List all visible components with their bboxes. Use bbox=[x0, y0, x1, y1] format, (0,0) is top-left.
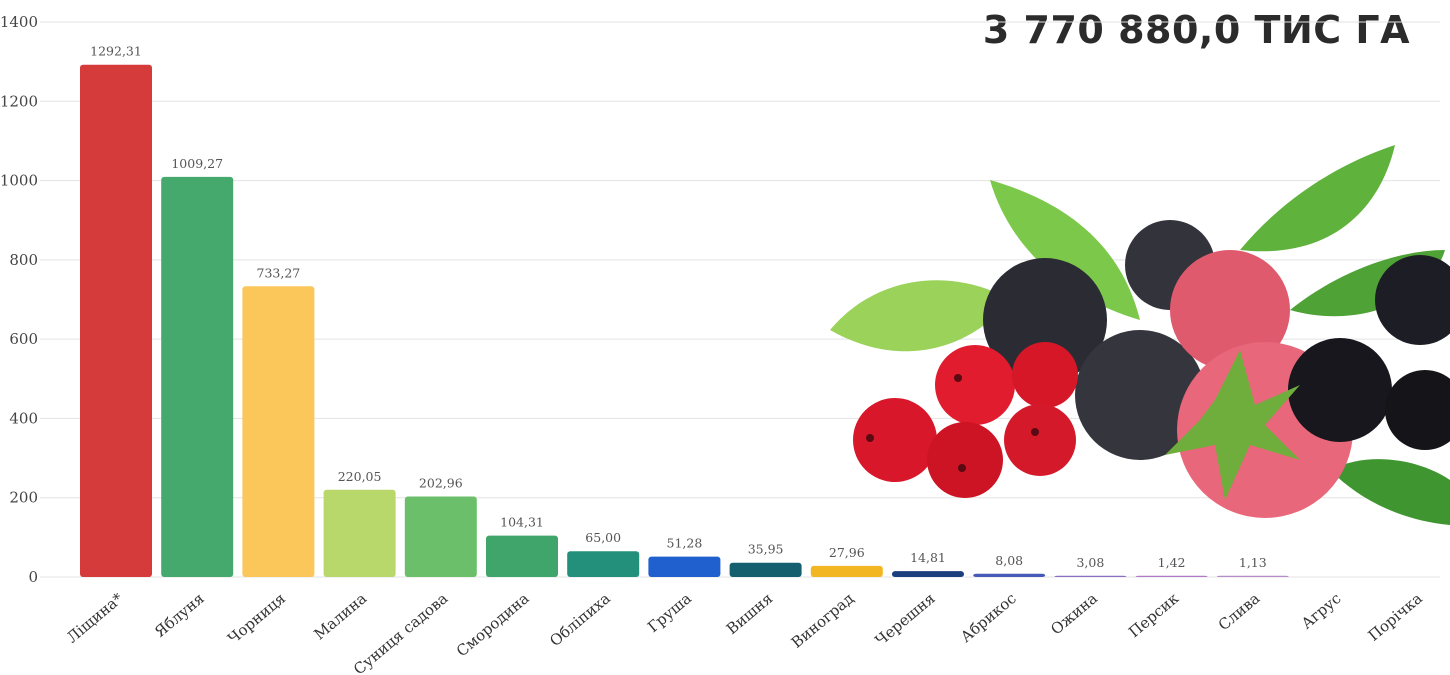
bar bbox=[404, 496, 477, 577]
bar bbox=[810, 565, 883, 577]
bar-value-label: 1,13 bbox=[1239, 555, 1267, 570]
x-tick-label: Порічка bbox=[1365, 589, 1426, 644]
x-tick-label: Виноград bbox=[788, 589, 858, 651]
y-tick-label: 1400 bbox=[0, 13, 38, 31]
bar bbox=[161, 176, 234, 577]
bar bbox=[1135, 575, 1208, 577]
x-tick-label: Малина bbox=[311, 589, 371, 643]
bar bbox=[567, 551, 640, 577]
bar-value-label: 51,28 bbox=[667, 536, 703, 551]
bar bbox=[323, 489, 396, 577]
bar bbox=[648, 556, 721, 577]
bars bbox=[80, 64, 1289, 577]
x-tick-label: Ожина bbox=[1047, 589, 1101, 638]
x-tick-label: Агрус bbox=[1298, 589, 1345, 632]
bar-value-label: 3,08 bbox=[1076, 555, 1104, 570]
y-tick-label: 1000 bbox=[0, 172, 38, 190]
bar-value-label: 733,27 bbox=[257, 265, 301, 280]
bar bbox=[1216, 575, 1289, 577]
x-tick-label: Абрикос bbox=[957, 589, 1020, 646]
bar-value-label: 1,42 bbox=[1158, 555, 1186, 570]
y-tick-label: 400 bbox=[9, 409, 38, 427]
x-tick-label: Яблуня bbox=[151, 589, 208, 641]
x-tick-label: Чорниця bbox=[224, 589, 289, 647]
x-tick-label: Ліщина* bbox=[63, 589, 127, 647]
berries-illustration bbox=[830, 145, 1450, 525]
x-tick-label: Обліпиха bbox=[546, 589, 614, 650]
bar bbox=[973, 573, 1046, 577]
y-tick-label: 600 bbox=[9, 330, 38, 348]
bar-value-label: 1292,31 bbox=[90, 44, 142, 59]
bar bbox=[80, 64, 152, 577]
bar-value-label: 35,95 bbox=[748, 542, 784, 557]
bar-value-label: 65,00 bbox=[585, 530, 621, 545]
y-tick-label: 200 bbox=[9, 489, 38, 507]
bar-value-label: 202,96 bbox=[419, 476, 463, 491]
y-tick-label: 800 bbox=[9, 251, 38, 269]
value-labels: 1292,31 1009,27 733,27 220,05 202,96 104,31 65… bbox=[90, 44, 1267, 570]
y-tick-label: 1200 bbox=[0, 92, 38, 110]
x-tick-label: Груша bbox=[644, 589, 695, 636]
x-tick-label: Смородина bbox=[453, 589, 533, 660]
bar-value-label: 14,81 bbox=[910, 550, 946, 565]
x-tick-label: Вишня bbox=[723, 589, 776, 638]
bar-value-label: 1009,27 bbox=[171, 156, 223, 171]
bar bbox=[892, 571, 964, 577]
x-tick-label: Персик bbox=[1125, 589, 1183, 641]
bar bbox=[242, 286, 315, 577]
y-axis: 0 200 400 600 800 1000 1200 1400 bbox=[0, 13, 38, 586]
bar-value-label: 220,05 bbox=[338, 469, 382, 484]
y-tick-label: 0 bbox=[28, 568, 38, 586]
bar bbox=[1054, 575, 1127, 577]
bar-value-label: 104,31 bbox=[500, 515, 544, 530]
bar-value-label: 27,96 bbox=[829, 545, 865, 560]
x-tick-label: Черешня bbox=[872, 589, 939, 649]
bar bbox=[729, 562, 802, 577]
bar bbox=[486, 535, 558, 577]
total-area-title: 3 770 880,0 ТИС ГА bbox=[982, 8, 1410, 52]
bar-value-label: 8,08 bbox=[995, 553, 1023, 568]
x-tick-label: Слива bbox=[1215, 589, 1264, 634]
